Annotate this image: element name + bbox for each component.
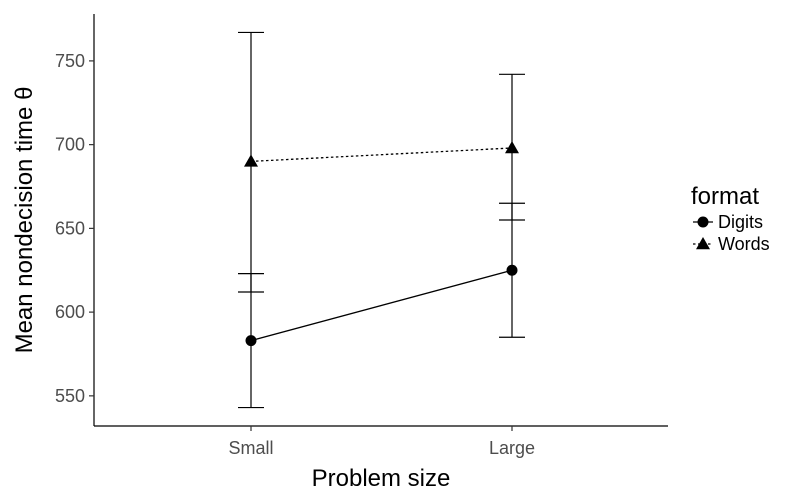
error-bars — [238, 31, 525, 409]
legend-label-digits: Digits — [718, 212, 763, 232]
legend-key-marker — [696, 237, 710, 250]
y-tick-label: 650 — [55, 218, 85, 238]
legend-label-words: Words — [718, 234, 770, 254]
point-digits — [506, 264, 518, 276]
series-line-words — [250, 147, 513, 163]
series-lines — [250, 147, 513, 342]
x-tick-label: Large — [489, 438, 535, 458]
y-tick-label: 600 — [55, 302, 85, 322]
x-axis-title: Problem size — [312, 465, 451, 492]
legend-item-words: Words — [693, 234, 770, 254]
series-line-digits — [250, 269, 513, 342]
axes — [93, 14, 668, 427]
y-axis-title: Mean nondecision time θ — [11, 87, 38, 354]
points — [244, 140, 519, 347]
point-words — [244, 154, 258, 167]
point-digits — [245, 335, 257, 347]
legend-key-marker — [697, 216, 709, 228]
legend-item-digits: Digits — [693, 212, 763, 232]
y-ticks: 550 600 650 700 750 — [55, 51, 94, 406]
x-tick-label: Small — [228, 438, 273, 458]
legend-title: format — [691, 183, 759, 210]
x-ticks: Small Large — [228, 426, 535, 458]
y-tick-label: 750 — [55, 51, 85, 71]
point-words — [505, 140, 519, 154]
y-tick-label: 700 — [55, 135, 85, 155]
y-tick-label: 550 — [55, 386, 85, 406]
